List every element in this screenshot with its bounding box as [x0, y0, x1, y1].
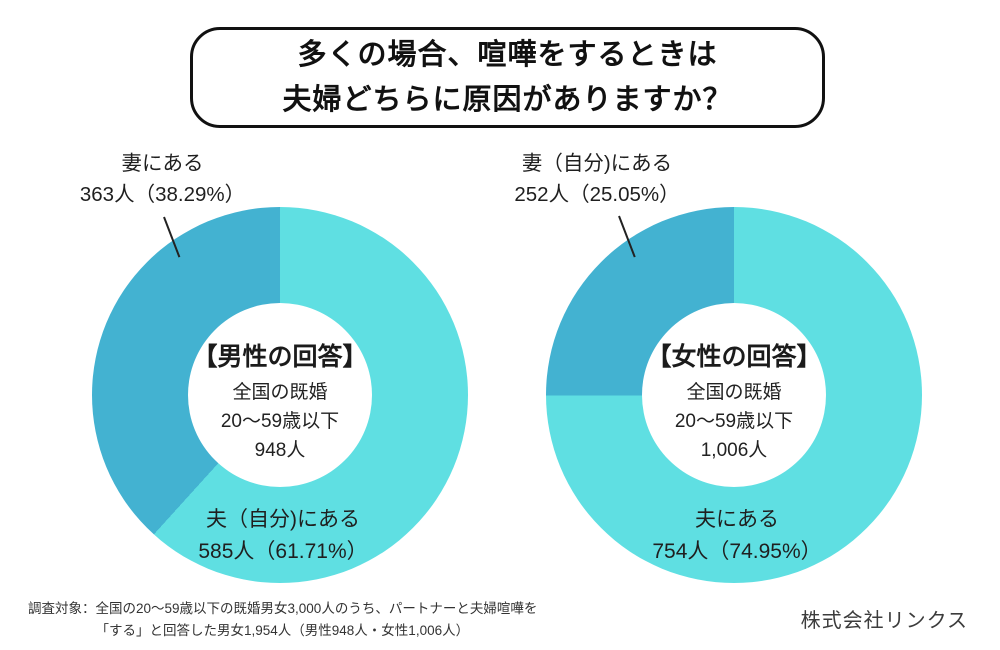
donut-women: 【女性の回答】 全国の既婚 20〜59歳以下 1,006人: [546, 207, 922, 583]
donut-women-center-title: 【女性の回答】: [646, 343, 822, 371]
title-line-2: 夫婦どちらに原因がありますか？: [282, 83, 733, 116]
donut-men: 【男性の回答】 全国の既婚 20〜59歳以下 948人: [92, 207, 468, 583]
callout-women-wife-value: 252人（25.05%）: [514, 183, 680, 206]
callout-men-wife: 妻にある 363人（38.29%）: [40, 148, 285, 210]
donut-women-center-text: 【女性の回答】 全国の既婚 20〜59歳以下 1,006人: [646, 325, 821, 465]
footnote-line-1: 全国の20〜59歳以下の既婚男女3,000人のうち、パートナーと夫婦喧嘩を: [95, 601, 538, 616]
callout-men-wife-value: 363人（38.29%）: [79, 183, 246, 206]
footnote-prefix: 調査対象：: [28, 601, 96, 616]
callout-women-wife-label: 妻（自分)にある: [521, 152, 673, 175]
donut-men-center-title: 【男性の回答】: [192, 343, 368, 371]
donut-men-center-text: 【男性の回答】 全国の既婚 20〜59歳以下 948人: [192, 325, 367, 465]
donut-women-center-line-1: 全国の既婚: [686, 382, 782, 403]
donut-men-center-line-3: 948人: [254, 440, 306, 461]
callout-men-husband-value: 585人（61.71%）: [198, 540, 368, 563]
title-line-1: 多くの場合、喧嘩をするときは: [297, 38, 718, 71]
donut-women-center-line-2: 20〜59歳以下: [674, 411, 794, 432]
title-box: 多くの場合、喧嘩をするときは 夫婦どちらに原因がありますか？: [190, 27, 825, 128]
footnote: 調査対象： 全国の20〜59歳以下の既婚男女3,000人のうち、パートナーと夫婦…: [28, 598, 537, 642]
callout-men-husband: 夫（自分)にある 585人（61.71%）: [158, 504, 408, 568]
callout-women-husband: 夫にある 754人（74.95%）: [612, 504, 862, 568]
donut-men-center-line-2: 20〜59歳以下: [220, 411, 340, 432]
donut-men-center-line-1: 全国の既婚: [232, 382, 328, 403]
footnote-line-2: 「する」と回答した男女1,954人（男性948人・女性1,006人）: [95, 623, 470, 638]
callout-men-wife-label: 妻にある: [121, 152, 204, 175]
callout-women-wife: 妻（自分)にある 252人（25.05%）: [472, 148, 722, 210]
callout-women-husband-label: 夫にある: [695, 508, 779, 531]
company-name: 株式会社リンクス: [800, 610, 968, 632]
donut-women-hole: 【女性の回答】 全国の既婚 20〜59歳以下 1,006人: [642, 303, 826, 487]
donut-women-center-line-3: 1,006人: [700, 440, 768, 461]
donut-men-hole: 【男性の回答】 全国の既婚 20〜59歳以下 948人: [188, 303, 372, 487]
callout-women-husband-value: 754人（74.95%）: [652, 540, 822, 563]
callout-men-husband-label: 夫（自分)にある: [206, 508, 360, 531]
